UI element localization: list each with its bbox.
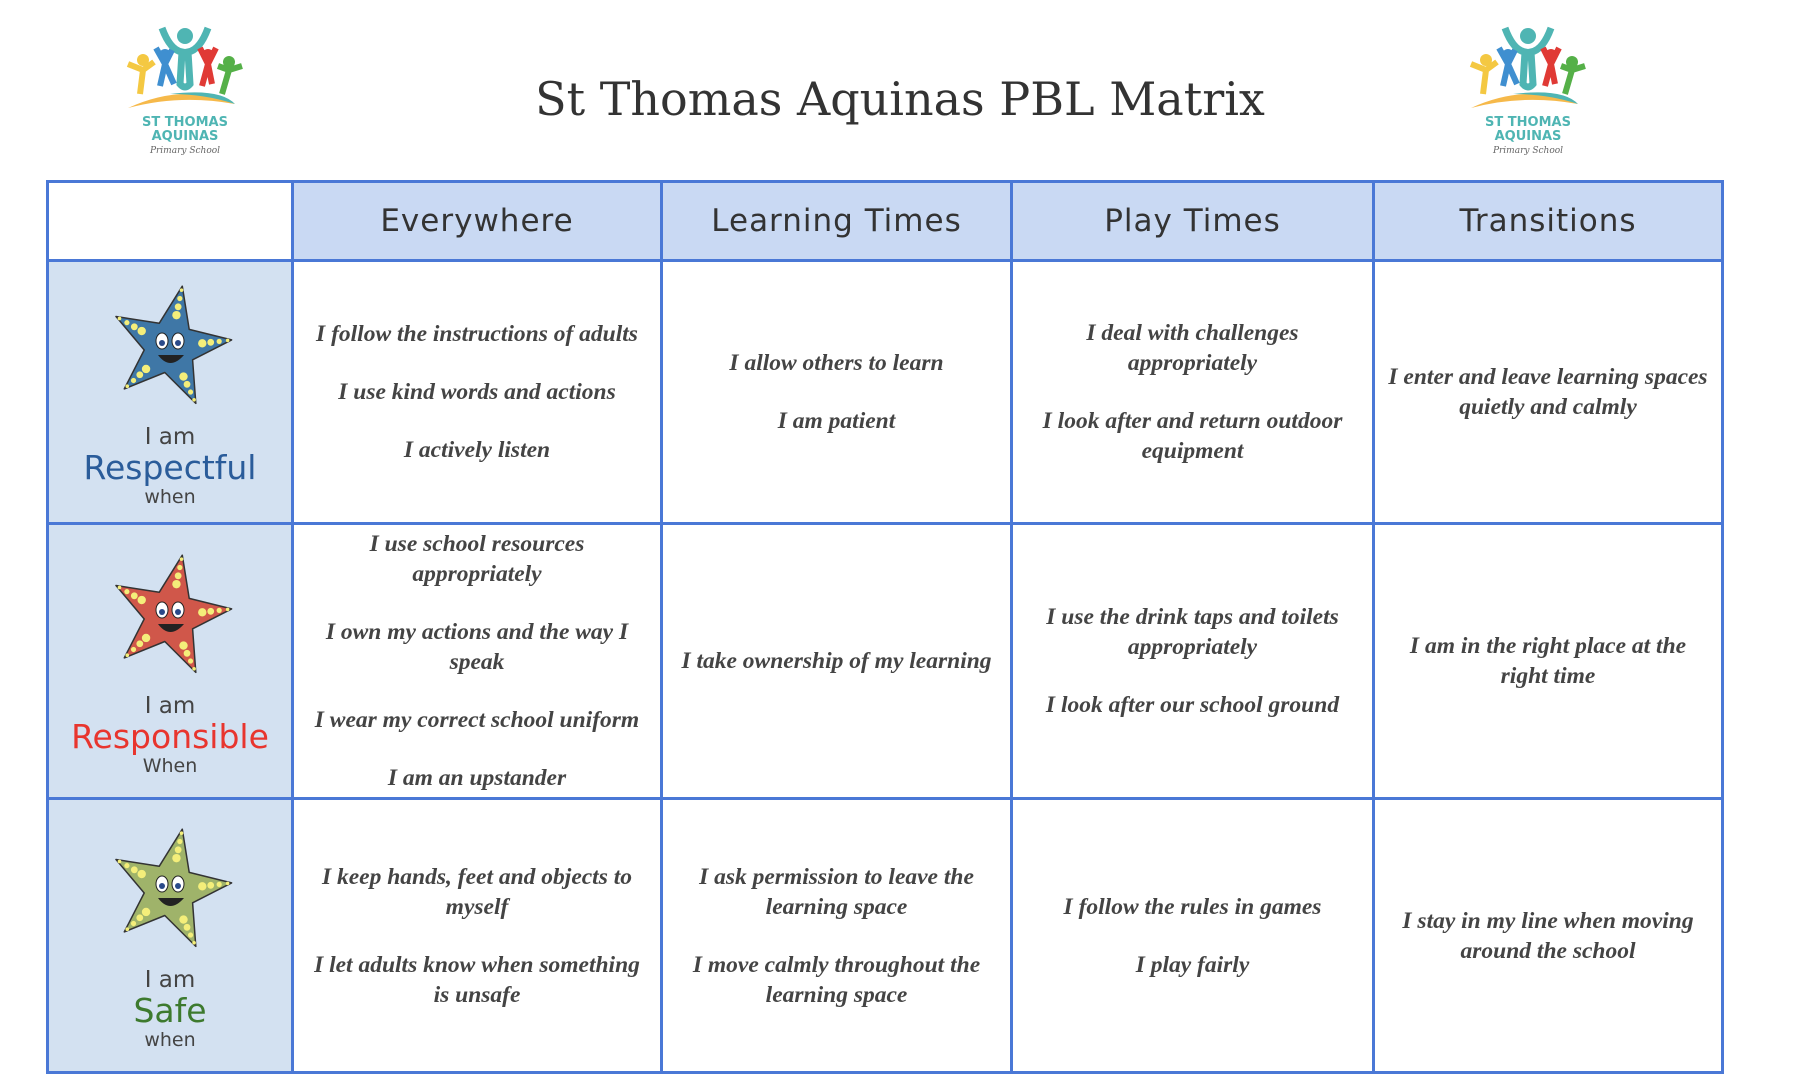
behaviour-statement: I follow the instructions of adults	[316, 321, 638, 347]
value-name: Respectful	[83, 447, 257, 487]
behaviour-statement: I allow others to learn	[729, 350, 944, 376]
behaviour-statement: I stay in my line when moving around the…	[1402, 907, 1694, 964]
column-header-play-times: Play Times	[1010, 180, 1375, 262]
behaviour-cell: I take ownership of my learning	[660, 522, 1013, 800]
behaviour-statement: I use the drink taps and toilets appropr…	[1046, 604, 1339, 660]
behaviour-statement: I enter and leave learning spaces quietl…	[1388, 364, 1708, 420]
page-title: St Thomas Aquinas PBL Matrix	[535, 72, 1265, 126]
value-label-cell: I am Respectful when	[46, 259, 294, 525]
matrix-row-safe: I am Safe when I keep hands, feet and obj…	[46, 797, 1724, 1074]
school-logo-right: ST THOMAS AQUINAS Primary School	[1469, 26, 1586, 156]
behaviour-statement: I ask permission to leave the learning s…	[699, 863, 974, 920]
value-label-cell: I am Responsible When	[46, 522, 294, 800]
behaviour-cell: I follow the instructions of adults I use…	[291, 259, 663, 525]
svg-text:Primary School: Primary School	[149, 146, 220, 156]
matrix-row-respectful: I am Respectful when I follow the instruc…	[46, 259, 1724, 525]
starfish-icon	[115, 553, 233, 673]
value-suffix: when	[144, 1029, 196, 1051]
svg-text:ST THOMAS: ST THOMAS	[1485, 115, 1571, 130]
people-icon	[1469, 26, 1586, 108]
svg-text:AQUINAS: AQUINAS	[1495, 129, 1562, 144]
column-header-transitions: Transitions	[1372, 180, 1724, 262]
svg-text:ST THOMAS: ST THOMAS	[142, 115, 228, 130]
value-prefix: I am	[144, 423, 196, 450]
behaviour-statement: I am an upstander	[387, 765, 567, 791]
behaviour-cell: I keep hands, feet and objects to myself…	[291, 797, 663, 1074]
behaviour-statement: I look after and return outdoor equipmen…	[1042, 408, 1343, 464]
behaviour-statement: I am patient	[777, 408, 896, 434]
behaviour-statement: I look after our school ground	[1045, 692, 1340, 718]
school-logo-left: ST THOMAS AQUINAS Primary School	[126, 26, 243, 156]
matrix-row-responsible: I am Responsible When I use school resour…	[46, 522, 1724, 800]
behaviour-cell: I allow others to learn I am patient	[660, 259, 1013, 525]
starfish-icon	[115, 284, 233, 404]
behaviour-statement: I use school resources appropriately	[369, 531, 585, 587]
behaviour-cell: I deal with challenges appropriately I lo…	[1010, 259, 1375, 525]
svg-text:Primary School: Primary School	[1492, 146, 1563, 156]
behaviour-statement: I am in the right place at the right tim…	[1409, 633, 1687, 689]
pbl-matrix-table: Everywhere Learning Times Play Times Transi…	[46, 180, 1724, 1074]
behaviour-cell: I use school resources appropriately I ow…	[291, 522, 663, 800]
behaviour-statement: I let adults know when something is unsa…	[314, 951, 640, 1008]
behaviour-statement: I use kind words and actions	[338, 379, 616, 405]
column-header-learning-times: Learning Times	[660, 180, 1013, 262]
behaviour-statement: I own my actions and the way I speak	[325, 619, 629, 675]
behaviour-cell: I stay in my line when moving around the…	[1372, 797, 1724, 1074]
header-row: Everywhere Learning Times Play Times Transi…	[46, 180, 1724, 262]
behaviour-statement: I take ownership of my learning	[681, 648, 992, 674]
behaviour-statement: I wear my correct school uniform	[314, 707, 640, 733]
value-label-cell: I am Safe when	[46, 797, 294, 1074]
value-suffix: when	[144, 485, 196, 508]
value-prefix: I am	[144, 967, 196, 993]
behaviour-statement: I deal with challenges appropriately	[1086, 320, 1299, 376]
starfish-icon	[115, 828, 233, 948]
behaviour-cell: I am in the right place at the right tim…	[1372, 522, 1724, 800]
behaviour-cell: I ask permission to leave the learning s…	[660, 797, 1013, 1074]
svg-text:AQUINAS: AQUINAS	[152, 129, 219, 144]
behaviour-cell: I follow the rules in games I play fairly	[1010, 797, 1375, 1074]
behaviour-statement: I keep hands, feet and objects to myself	[321, 863, 633, 920]
behaviour-statement: I move calmly throughout the learning sp…	[692, 951, 981, 1008]
value-prefix: I am	[144, 692, 196, 719]
behaviour-statement: I follow the rules in games	[1063, 893, 1322, 920]
value-name: Safe	[133, 991, 207, 1030]
behaviour-cell: I enter and leave learning spaces quietl…	[1372, 259, 1724, 525]
corner-cell	[46, 180, 294, 262]
column-header-everywhere: Everywhere	[291, 180, 663, 262]
behaviour-cell: I use the drink taps and toilets appropr…	[1010, 522, 1375, 800]
people-icon	[126, 26, 243, 108]
behaviour-statement: I play fairly	[1135, 951, 1250, 978]
value-suffix: When	[142, 754, 198, 777]
behaviour-statement: I actively listen	[403, 437, 551, 463]
value-name: Responsible	[71, 716, 269, 756]
